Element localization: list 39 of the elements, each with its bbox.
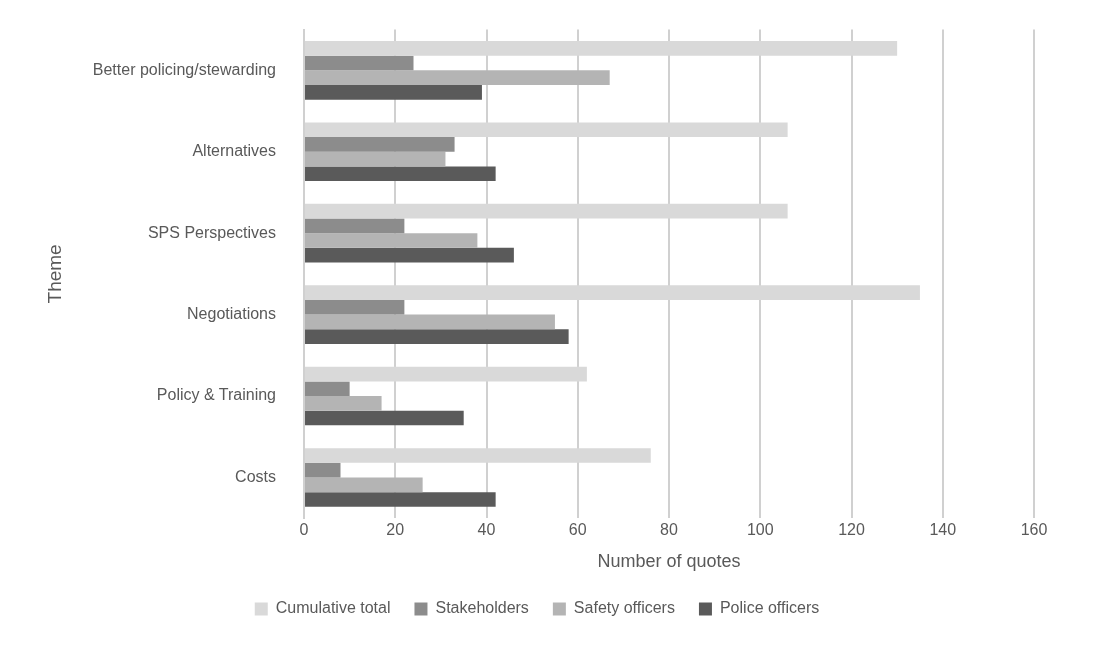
bar (305, 55, 414, 71)
x-tick-label: 60 (568, 521, 587, 539)
legend-label: Police officers (719, 599, 820, 617)
legend-label: Safety officers (573, 599, 675, 617)
x-tick-label: 20 (386, 521, 405, 539)
bar (305, 166, 496, 182)
y-tick-label: Alternatives (192, 142, 277, 160)
bar (305, 299, 405, 315)
x-axis-title: Number of quotes (597, 551, 741, 572)
legend-label: Stakeholders (435, 599, 529, 617)
y-tick-label: SPS Perspectives (147, 223, 277, 241)
bar (305, 329, 569, 344)
bar (305, 84, 482, 100)
x-tick-label: 80 (660, 521, 679, 539)
bar (305, 137, 455, 152)
bar (305, 70, 610, 85)
x-tick-label: 0 (299, 521, 309, 539)
x-tick-label: 40 (477, 521, 496, 539)
y-tick-label: Better policing/stewarding (92, 60, 277, 78)
y-tick-label: Policy & Training (156, 386, 277, 404)
bar (305, 233, 478, 248)
bar (305, 247, 514, 263)
bar (305, 492, 496, 507)
y-tick-label: Costs (235, 467, 277, 485)
bar (305, 410, 464, 426)
x-tick-label: 120 (838, 521, 865, 539)
bar (305, 462, 341, 478)
legend-label: Cumulative total (275, 599, 391, 617)
x-tick-label: 160 (1020, 521, 1048, 539)
y-axis-title: Theme (43, 244, 65, 304)
bar (305, 218, 405, 234)
bar (305, 477, 423, 493)
x-tick-label: 140 (929, 521, 957, 539)
bar (305, 151, 446, 167)
x-tick-label: 100 (746, 521, 774, 539)
bar (305, 314, 555, 330)
bar (305, 381, 350, 397)
y-tick-label: Negotiations (187, 305, 277, 323)
bar (305, 396, 382, 411)
